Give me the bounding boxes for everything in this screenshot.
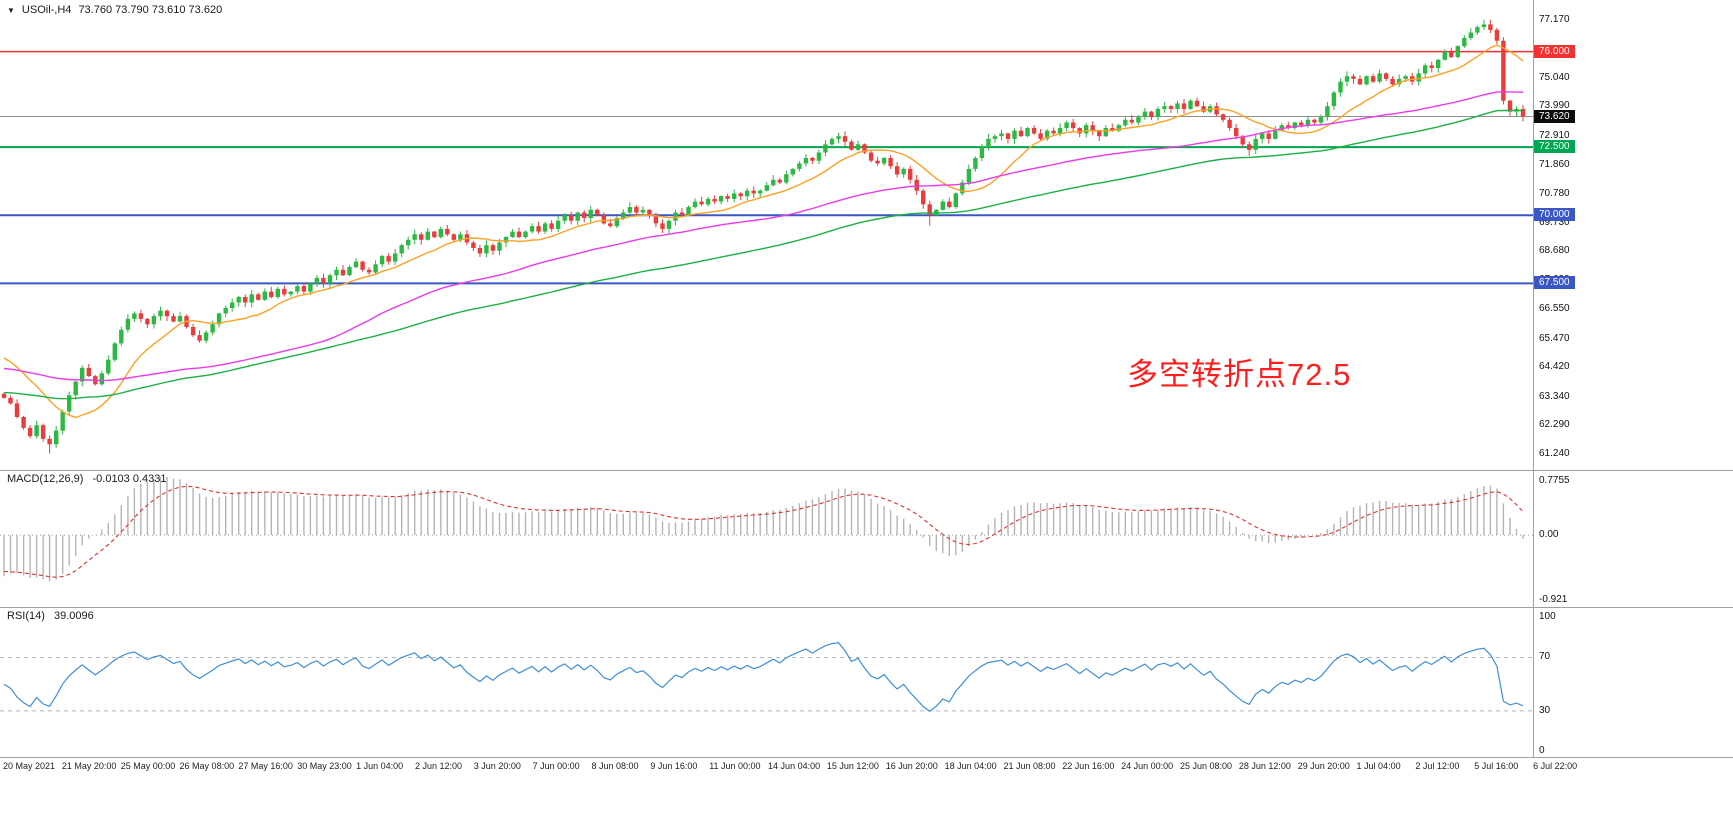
symbol-timeframe-label: USOil-,H4 (21, 4, 72, 16)
ma-line-ma-slow (3, 109, 1524, 400)
price-axis[interactable] (1534, 0, 1733, 757)
macd-signal-line (3, 485, 1524, 578)
horizontal-levels (0, 50, 1533, 285)
rsi-panel-plot[interactable] (0, 608, 1533, 757)
annotation-text: 多空转折点72.5 (1127, 357, 1352, 392)
time-axis[interactable] (0, 758, 1733, 784)
symbol-header: ▼ USOil-,H4 73.760 73.790 73.610 73.620 (7, 4, 222, 16)
rsi-name: RSI(14) (7, 610, 45, 622)
macd-indicator-label: MACD(12,26,9) -0.0103 0.4331 (7, 473, 173, 485)
rsi-line (3, 642, 1524, 712)
rsi-indicator-label: RSI(14) 39.0096 (7, 610, 100, 622)
main-chart-plot[interactable] (0, 0, 1533, 470)
chart-dropdown-icon[interactable]: ▼ (7, 5, 15, 15)
panel-frame (0, 0, 1733, 758)
ma-line-ma-medium (3, 91, 1524, 382)
rsi-value: 39.0096 (53, 610, 94, 622)
macd-name: MACD(12,26,9) (7, 473, 84, 485)
macd-panel-plot[interactable] (0, 471, 1533, 607)
macd-values: -0.0103 0.4331 (92, 473, 167, 485)
moving-averages (3, 44, 1524, 419)
indicator-series (0, 476, 1533, 712)
ma-line-ma-fast (3, 44, 1524, 419)
ohlc-values: 73.760 73.790 73.610 73.620 (78, 4, 223, 16)
candlestick-series (1, 19, 1526, 454)
